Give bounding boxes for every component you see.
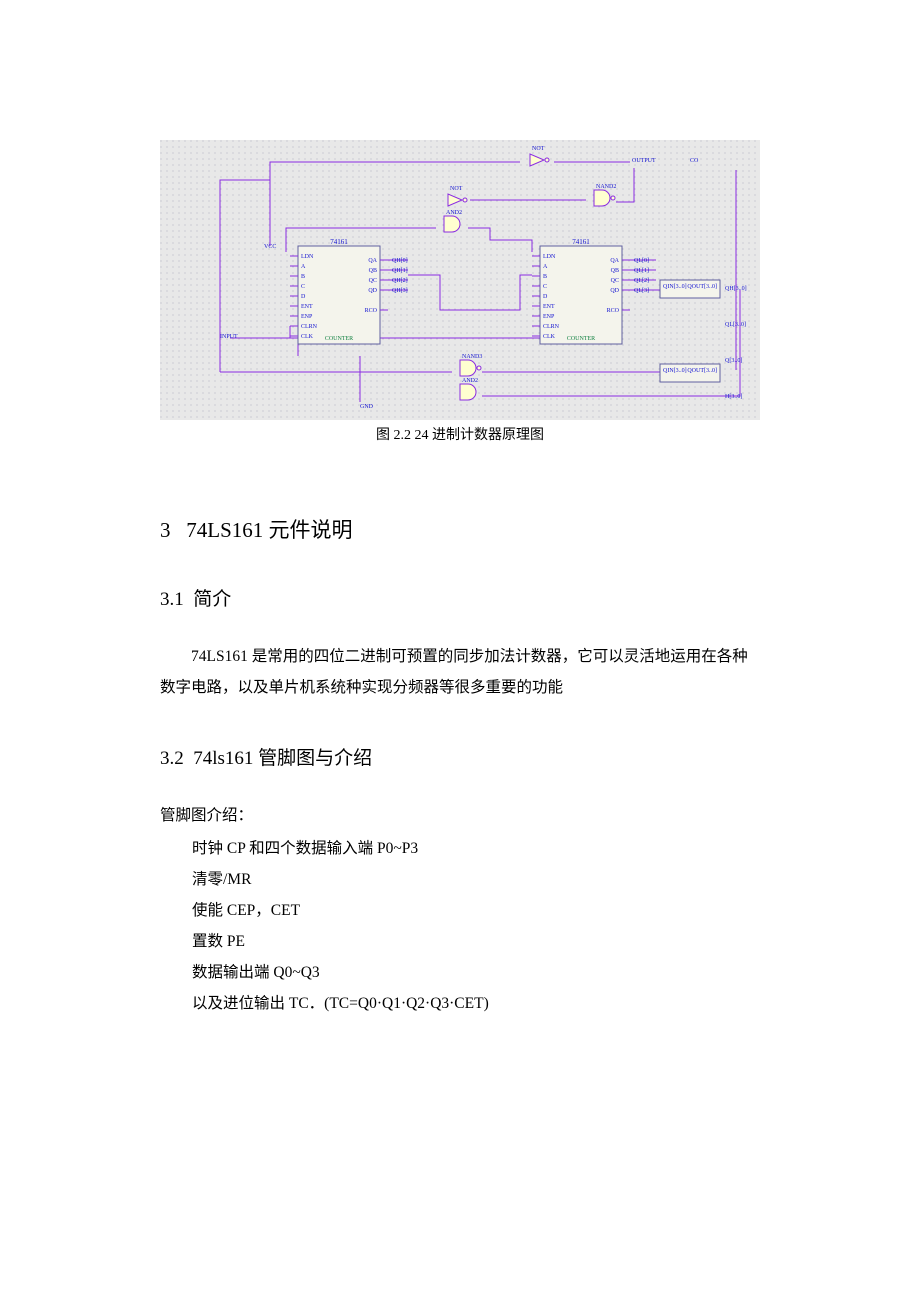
svg-text:AND2: AND2	[446, 210, 462, 216]
svg-text:B: B	[543, 274, 547, 280]
svg-text:QOUT[3..0]: QOUT[3..0]	[687, 368, 717, 374]
svg-text:QL[3]: QL[3]	[634, 288, 649, 294]
svg-text:VCC: VCC	[264, 244, 276, 250]
svg-text:QL[2]: QL[2]	[634, 278, 649, 284]
svg-text:QIN[3..0]: QIN[3..0]	[663, 368, 687, 374]
svg-text:CLK: CLK	[543, 334, 556, 340]
svg-text:QL[0]: QL[0]	[634, 258, 649, 264]
subsection-3-1-title: 简介	[193, 589, 231, 610]
svg-text:H[3..0]: H[3..0]	[725, 394, 742, 400]
svg-text:QD: QD	[368, 288, 377, 294]
svg-text:COUNTER: COUNTER	[325, 336, 353, 342]
svg-text:QB: QB	[369, 268, 377, 274]
svg-text:QD: QD	[610, 288, 619, 294]
svg-text:74161: 74161	[572, 238, 590, 246]
svg-text:LDN: LDN	[301, 254, 314, 260]
svg-text:CO: CO	[690, 158, 699, 164]
svg-text:ENT: ENT	[301, 304, 313, 310]
pin-list: 时钟 CP 和四个数据输入端 P0~P3 清零/MR 使能 CEP，CET 置数…	[160, 833, 760, 1019]
svg-text:CLK: CLK	[301, 334, 314, 340]
svg-text:AND2: AND2	[462, 378, 478, 384]
svg-text:OUTPUT: OUTPUT	[632, 158, 656, 164]
svg-text:D: D	[543, 294, 548, 300]
svg-text:ENP: ENP	[301, 314, 313, 320]
svg-text:NOT: NOT	[532, 146, 545, 152]
svg-text:QH[3]: QH[3]	[392, 288, 408, 294]
svg-text:QA: QA	[368, 258, 377, 264]
svg-text:QB: QB	[611, 268, 619, 274]
subsection-3-1-heading: 3.1 简介	[160, 584, 760, 611]
section-3-title: 74LS161 元件说明	[186, 518, 352, 542]
svg-text:C: C	[543, 284, 547, 290]
svg-text:QH[2]: QH[2]	[392, 278, 408, 284]
list-item: 置数 PE	[192, 926, 760, 957]
subsection-3-2-title: 74ls161 管脚图与介绍	[193, 748, 372, 769]
svg-text:QC: QC	[611, 278, 619, 284]
svg-text:CLRN: CLRN	[543, 324, 560, 330]
schematic-figure: 74161LDNABCDENTENPCLRNCLKQAQBQCQDRCOQH[0…	[160, 140, 760, 444]
svg-text:QOUT[3..0]: QOUT[3..0]	[687, 284, 717, 290]
svg-text:QIN[3..0]: QIN[3..0]	[663, 284, 687, 290]
svg-text:COUNTER: COUNTER	[567, 336, 595, 342]
svg-text:QL[3..0]: QL[3..0]	[725, 322, 746, 328]
svg-text:INPUT: INPUT	[220, 334, 238, 340]
svg-text:RCO: RCO	[607, 308, 620, 314]
svg-text:NAND3: NAND3	[462, 354, 482, 360]
svg-text:Q[3..0]: Q[3..0]	[725, 358, 742, 364]
pin-intro-label: 管脚图介绍：	[160, 800, 760, 831]
svg-text:CLRN: CLRN	[301, 324, 318, 330]
svg-text:QL[1]: QL[1]	[634, 268, 649, 274]
section-3-heading: 3 74LS161 元件说明	[160, 514, 760, 544]
figure-caption: 图 2.2 24 进制计数器原理图	[160, 424, 760, 444]
list-item: 数据输出端 Q0~Q3	[192, 957, 760, 988]
svg-text:NAND2: NAND2	[596, 184, 616, 190]
svg-text:A: A	[301, 264, 306, 270]
svg-text:74161: 74161	[330, 238, 348, 246]
svg-text:C: C	[301, 284, 305, 290]
svg-text:QH[3..0]: QH[3..0]	[725, 286, 747, 292]
subsection-3-2-heading: 3.2 74ls161 管脚图与介绍	[160, 743, 760, 770]
schematic-svg: 74161LDNABCDENTENPCLRNCLKQAQBQCQDRCOQH[0…	[160, 140, 760, 420]
svg-text:RCO: RCO	[365, 308, 378, 314]
svg-text:B: B	[301, 274, 305, 280]
svg-text:QC: QC	[369, 278, 377, 284]
list-item: 清零/MR	[192, 864, 760, 895]
subsection-3-1-num: 3.1	[160, 589, 184, 610]
svg-text:ENP: ENP	[543, 314, 555, 320]
svg-text:A: A	[543, 264, 548, 270]
section-3-1-paragraph: 74LS161 是常用的四位二进制可预置的同步加法计数器，它可以灵活地运用在各种…	[160, 641, 760, 703]
svg-text:QH[1]: QH[1]	[392, 268, 408, 274]
svg-text:LDN: LDN	[543, 254, 556, 260]
section-3-num: 3	[160, 518, 171, 542]
list-item: 时钟 CP 和四个数据输入端 P0~P3	[192, 833, 760, 864]
svg-text:D: D	[301, 294, 306, 300]
list-item: 以及进位输出 TC．(TC=Q0·Q1·Q2·Q3·CET)	[192, 988, 760, 1019]
svg-text:QH[0]: QH[0]	[392, 258, 408, 264]
subsection-3-2-num: 3.2	[160, 748, 184, 769]
svg-text:NOT: NOT	[450, 186, 463, 192]
svg-text:ENT: ENT	[543, 304, 555, 310]
svg-text:QA: QA	[610, 258, 619, 264]
svg-text:GND: GND	[360, 404, 374, 410]
list-item: 使能 CEP，CET	[192, 895, 760, 926]
